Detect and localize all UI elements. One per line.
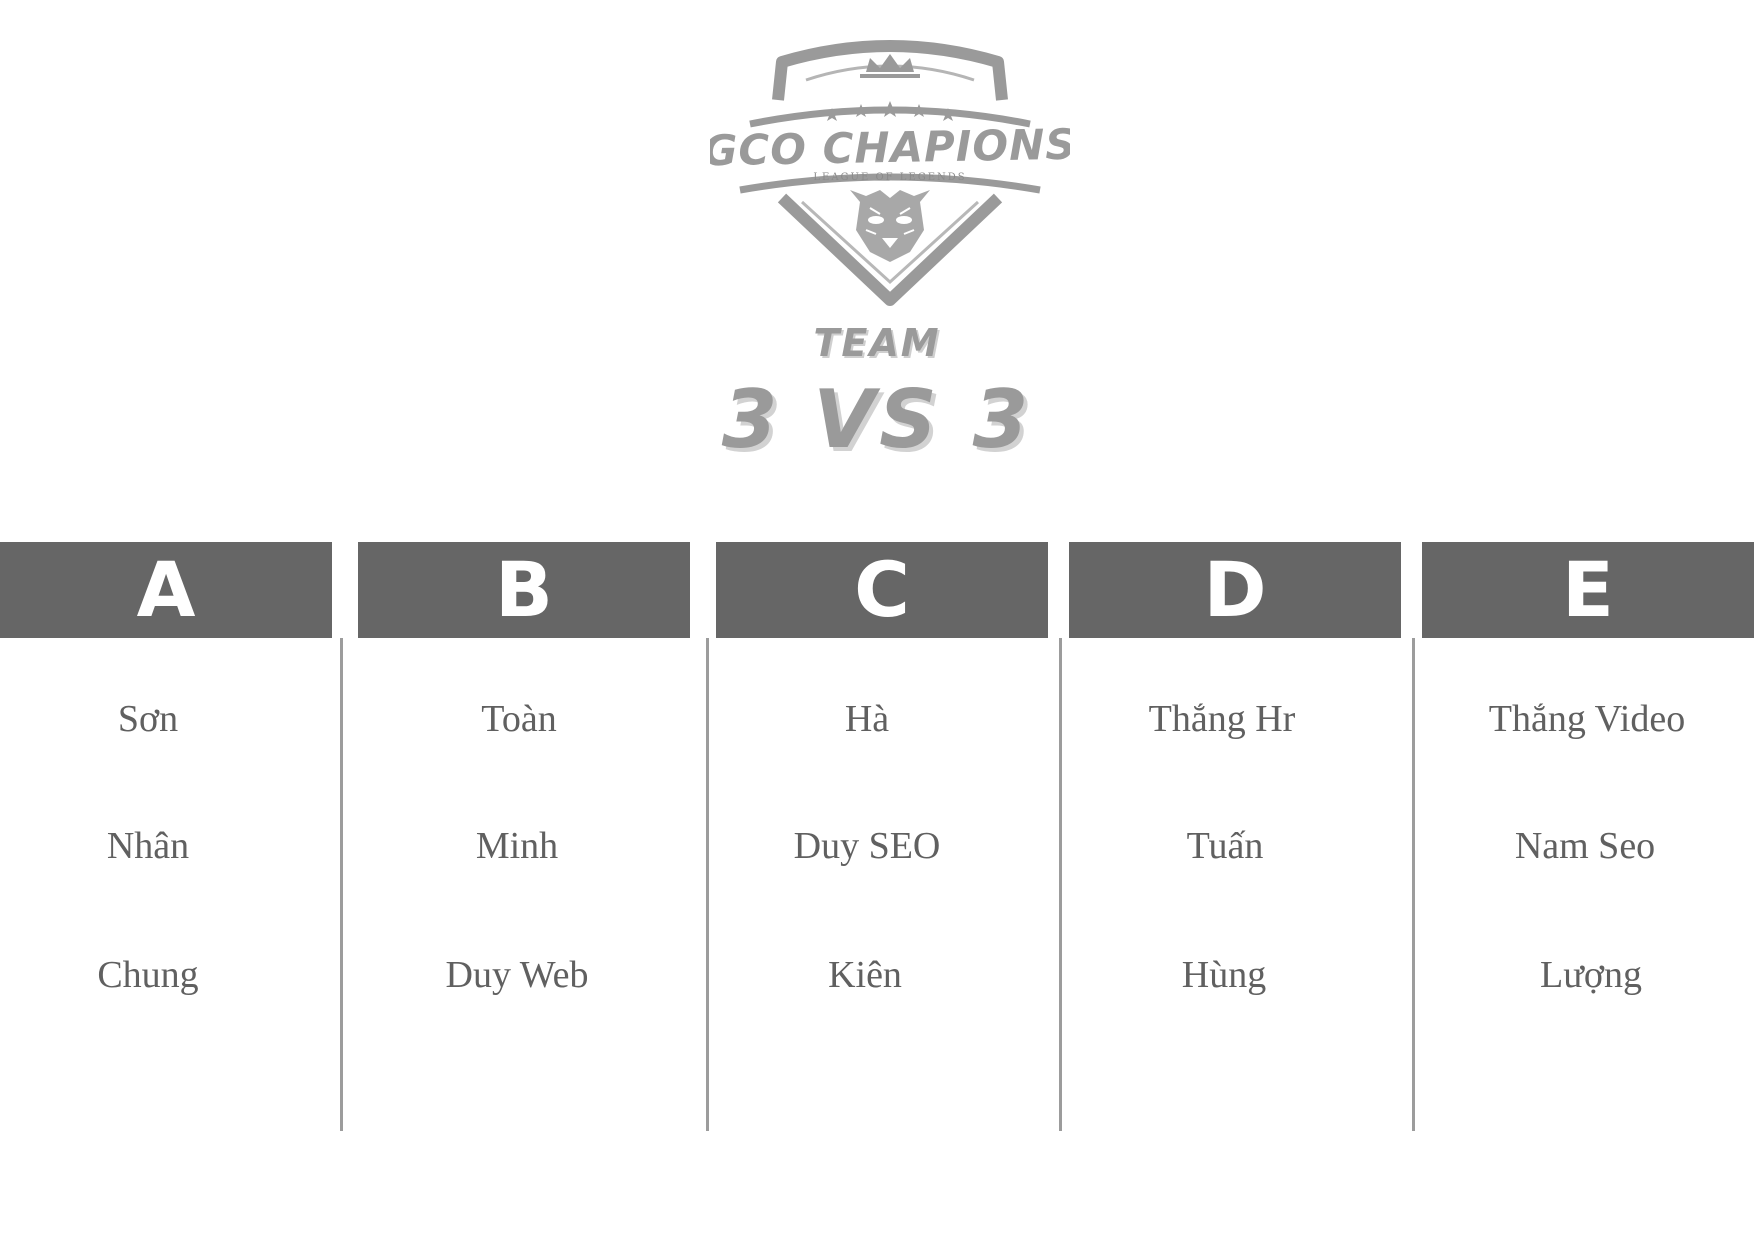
column-divider bbox=[1412, 638, 1415, 1131]
player-name: Duy Web bbox=[445, 954, 589, 996]
player-name: Minh bbox=[475, 825, 559, 867]
player-name: Chung bbox=[97, 954, 199, 996]
player-name: Hà bbox=[844, 698, 890, 740]
team-label: TEAM bbox=[813, 321, 941, 365]
column-divider bbox=[1059, 638, 1062, 1131]
team-header-d: D bbox=[1069, 542, 1401, 638]
player-name: Sơn bbox=[117, 698, 179, 740]
shield-logo-icon: GCO CHAPIONS LEAGUE OF LEGENDS bbox=[710, 40, 1070, 306]
team-header-b: B bbox=[358, 542, 690, 638]
player-name: Nam Seo bbox=[1514, 825, 1656, 867]
team-header-a: A bbox=[0, 542, 332, 638]
player-name: Kiên bbox=[828, 954, 902, 996]
team-header-e: E bbox=[1422, 542, 1754, 638]
column-divider bbox=[340, 638, 343, 1131]
gco-champions-logo: GCO CHAPIONS LEAGUE OF LEGENDS bbox=[710, 30, 1070, 320]
player-name: Thắng Video bbox=[1488, 698, 1686, 740]
player-name: Toàn bbox=[481, 698, 557, 740]
match-format-label: 3 VS 3 bbox=[721, 373, 1033, 466]
player-name: Thắng Hr bbox=[1148, 698, 1296, 740]
player-name: Nhân bbox=[106, 825, 190, 867]
player-name: Tuấn bbox=[1186, 825, 1264, 867]
logo-subtitle: LEAGUE OF LEGENDS bbox=[813, 172, 966, 183]
player-name: Hùng bbox=[1181, 954, 1267, 996]
team-header-c: C bbox=[716, 542, 1048, 638]
tiger-icon bbox=[850, 190, 930, 262]
logo-title: GCO CHAPIONS bbox=[710, 120, 1070, 176]
column-divider bbox=[706, 638, 709, 1131]
player-name: Lượng bbox=[1540, 954, 1642, 996]
player-name: Duy SEO bbox=[793, 825, 941, 867]
